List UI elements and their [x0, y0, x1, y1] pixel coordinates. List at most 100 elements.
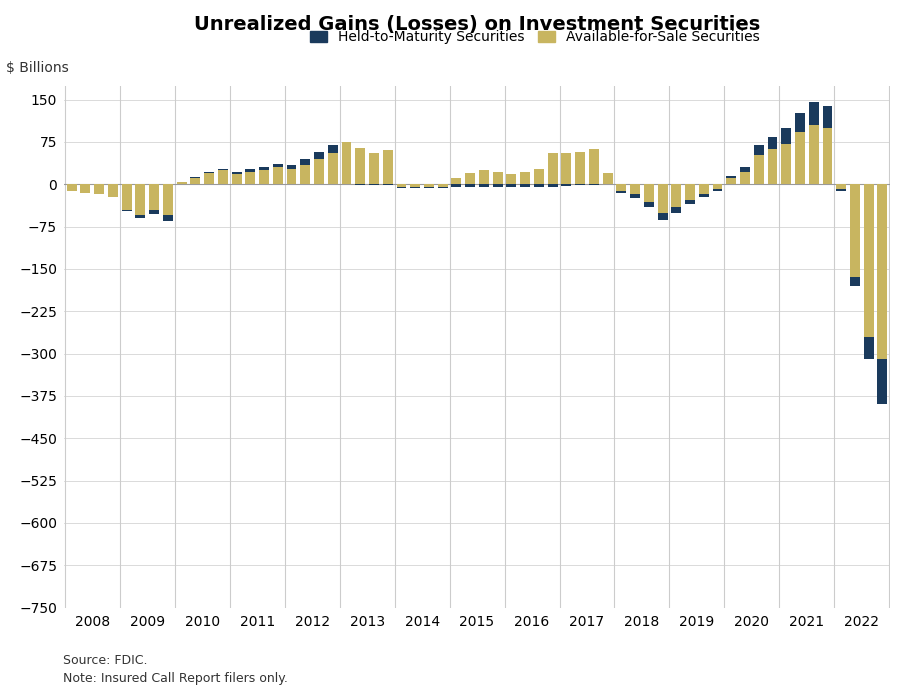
- Bar: [507, 184, 517, 187]
- Bar: [823, 128, 833, 184]
- Bar: [658, 184, 668, 212]
- Bar: [356, 147, 366, 184]
- Bar: [300, 165, 310, 184]
- Bar: [245, 172, 255, 184]
- Bar: [548, 184, 557, 187]
- Bar: [369, 154, 379, 184]
- Bar: [205, 172, 214, 173]
- Bar: [287, 169, 297, 184]
- Bar: [727, 176, 737, 178]
- Bar: [561, 154, 571, 184]
- Bar: [438, 187, 448, 188]
- Bar: [396, 184, 406, 187]
- Bar: [520, 184, 530, 187]
- Bar: [576, 152, 585, 184]
- Bar: [754, 155, 764, 184]
- Bar: [740, 172, 750, 184]
- Bar: [863, 184, 873, 337]
- Bar: [850, 184, 860, 277]
- Legend: Held-to-Maturity Securities, Available-for-Sale Securities: Held-to-Maturity Securities, Available-f…: [304, 25, 766, 50]
- Text: $ Billions: $ Billions: [6, 61, 69, 75]
- Bar: [259, 170, 269, 184]
- Bar: [424, 187, 433, 188]
- Bar: [630, 184, 640, 194]
- Bar: [205, 173, 214, 184]
- Bar: [424, 184, 433, 187]
- Bar: [259, 167, 269, 170]
- Bar: [176, 181, 186, 184]
- Bar: [232, 174, 242, 184]
- Bar: [314, 152, 324, 159]
- Bar: [576, 184, 585, 185]
- Bar: [823, 107, 833, 128]
- Title: Unrealized Gains (Losses) on Investment Securities: Unrealized Gains (Losses) on Investment …: [194, 15, 760, 34]
- Bar: [245, 169, 255, 172]
- Bar: [727, 178, 737, 184]
- Bar: [438, 184, 448, 187]
- Bar: [479, 170, 489, 184]
- Bar: [672, 184, 681, 207]
- Bar: [341, 142, 351, 184]
- Bar: [809, 102, 819, 125]
- Bar: [740, 167, 750, 172]
- Bar: [863, 337, 873, 359]
- Bar: [218, 169, 228, 170]
- Bar: [781, 128, 791, 144]
- Bar: [149, 210, 159, 215]
- Bar: [136, 184, 146, 215]
- Bar: [712, 184, 722, 189]
- Bar: [163, 215, 173, 221]
- Bar: [163, 184, 173, 215]
- Bar: [754, 145, 764, 155]
- Bar: [300, 159, 310, 165]
- Bar: [603, 173, 613, 184]
- Bar: [314, 159, 324, 184]
- Bar: [795, 113, 805, 132]
- Bar: [767, 149, 777, 184]
- Bar: [396, 187, 406, 188]
- Bar: [878, 359, 888, 404]
- Bar: [492, 184, 502, 187]
- Bar: [465, 184, 475, 187]
- Bar: [520, 172, 530, 184]
- Bar: [658, 212, 668, 220]
- Bar: [287, 165, 297, 169]
- Bar: [878, 184, 888, 359]
- Bar: [795, 132, 805, 184]
- Bar: [589, 149, 599, 184]
- Bar: [94, 184, 104, 194]
- Bar: [121, 210, 131, 211]
- Text: Source: FDIC.
Note: Insured Call Report filers only.: Source: FDIC. Note: Insured Call Report …: [63, 654, 288, 685]
- Bar: [616, 191, 626, 193]
- Bar: [67, 184, 77, 191]
- Bar: [643, 184, 653, 202]
- Bar: [452, 184, 462, 187]
- Bar: [836, 189, 846, 190]
- Bar: [81, 184, 91, 193]
- Bar: [850, 277, 860, 286]
- Bar: [108, 184, 118, 197]
- Bar: [712, 189, 722, 190]
- Bar: [534, 184, 544, 187]
- Bar: [643, 202, 653, 208]
- Bar: [561, 184, 571, 186]
- Bar: [507, 174, 517, 184]
- Bar: [685, 200, 695, 204]
- Bar: [836, 184, 846, 189]
- Bar: [465, 173, 475, 184]
- Bar: [136, 215, 146, 218]
- Bar: [272, 164, 282, 167]
- Bar: [328, 145, 338, 154]
- Bar: [328, 154, 338, 184]
- Bar: [672, 207, 681, 212]
- Bar: [630, 194, 640, 198]
- Bar: [479, 184, 489, 187]
- Bar: [410, 187, 420, 188]
- Bar: [492, 172, 502, 184]
- Bar: [685, 184, 695, 200]
- Bar: [149, 184, 159, 210]
- Bar: [218, 170, 228, 184]
- Bar: [767, 137, 777, 149]
- Bar: [190, 178, 200, 184]
- Bar: [272, 167, 282, 184]
